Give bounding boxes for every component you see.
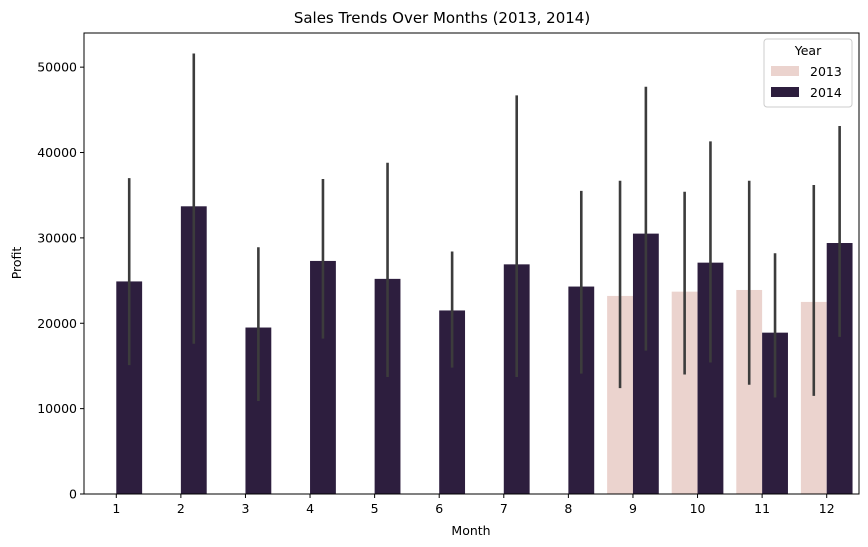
x-tick-label: 10: [690, 501, 706, 516]
x-tick-label: 12: [819, 501, 835, 516]
x-axis: 1 2 3 4 5 6 7 8 9 10 11 12: [112, 494, 835, 516]
y-tick-label: 40000: [37, 145, 77, 160]
y-axis-label: Profit: [9, 247, 24, 280]
x-tick-label: 1: [112, 501, 120, 516]
y-tick-label: 50000: [37, 60, 77, 75]
x-tick-label: 4: [306, 501, 314, 516]
y-tick-label: 20000: [37, 316, 77, 331]
x-tick-label: 9: [629, 501, 637, 516]
x-tick-label: 5: [371, 501, 379, 516]
x-axis-label: Month: [451, 523, 490, 538]
legend-swatch-2014: [771, 87, 799, 97]
legend-swatch-2013: [771, 66, 799, 76]
x-tick-label: 11: [754, 501, 770, 516]
y-tick-label: 30000: [37, 230, 77, 245]
legend-label-2014: 2014: [810, 85, 842, 100]
chart-title: Sales Trends Over Months (2013, 2014): [294, 9, 590, 27]
legend-label-2013: 2013: [810, 64, 842, 79]
error-bars-layer: [127, 53, 841, 401]
x-tick-label: 8: [564, 501, 572, 516]
x-tick-label: 2: [177, 501, 185, 516]
y-tick-label: 0: [69, 487, 77, 502]
y-axis: 0 10000 20000 30000 40000 50000: [37, 60, 84, 502]
x-tick-label: 6: [435, 501, 443, 516]
bars-layer: [116, 206, 853, 495]
legend: Year 2013 2014: [763, 38, 853, 108]
plot-frame: [83, 32, 860, 495]
x-tick-label: 7: [500, 501, 508, 516]
y-tick-label: 10000: [37, 401, 77, 416]
legend-title: Year: [794, 43, 822, 58]
x-tick-label: 3: [241, 501, 249, 516]
